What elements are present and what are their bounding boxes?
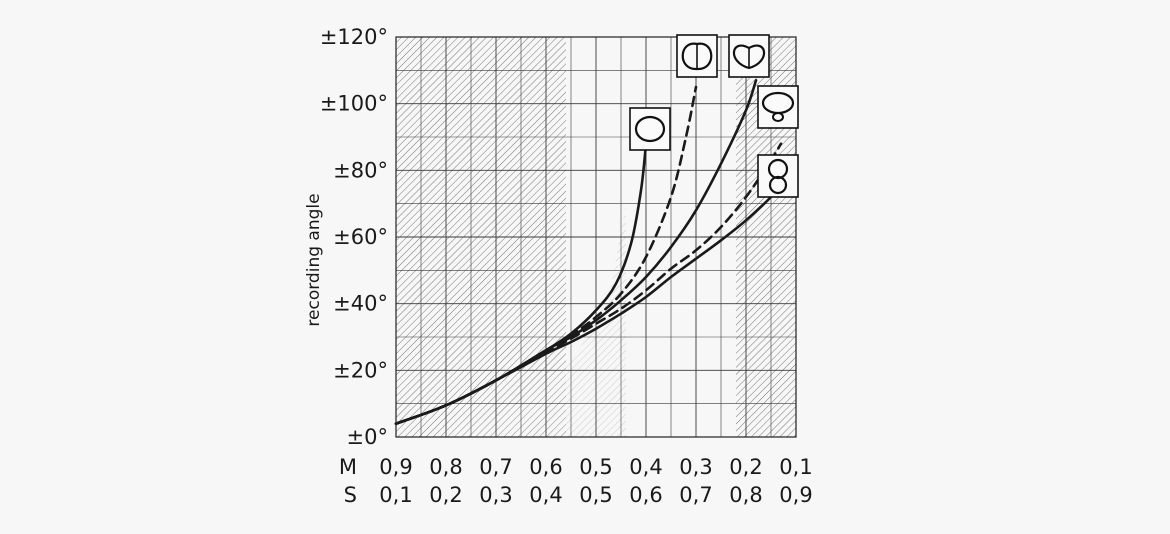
x-tick-label: 0,7 [679, 483, 712, 507]
y-tick-label: ±120° [320, 25, 388, 49]
y-axis-label: recording angle [304, 193, 324, 326]
faint-shaded-area [436, 203, 626, 437]
figure8-rear-lobe [768, 175, 788, 195]
x-tick-label: 0,1 [779, 455, 812, 479]
x-tick-label: 0,7 [479, 455, 512, 479]
x-tick-label: 0,2 [429, 483, 462, 507]
polar-pattern-figure-8-icon [757, 154, 799, 198]
polar-pattern-supercardioid-icon [757, 85, 799, 129]
x-tick-label: 0,3 [479, 483, 512, 507]
polar-pattern-cardioid-icon [728, 34, 770, 78]
icon-frame [728, 34, 770, 78]
series-group [394, 79, 788, 425]
x-tick-label: 0,3 [679, 455, 712, 479]
polar-pattern-subcardioid-icon [676, 34, 718, 78]
grid [395, 36, 797, 438]
pattern-icons [629, 34, 799, 198]
series-line-figure-8 [394, 179, 788, 425]
axes: ±0° ±20° ±40° ±60° ±80° ±100° ±120° M 0,9 0,8 0,7 0… [320, 25, 813, 507]
x-tick-label: 0,4 [629, 455, 662, 479]
x-tick-label: 0,9 [379, 455, 412, 479]
x-tick-label: 0,5 [579, 455, 612, 479]
y-tick-label: ±60° [333, 225, 388, 249]
x-tick-label: 0,4 [529, 483, 562, 507]
supercardioid-rear-lobe [772, 112, 784, 122]
x-tick-label: 0,8 [729, 483, 762, 507]
x-tick-label: 0,9 [779, 483, 812, 507]
y-tick-label: ±20° [333, 358, 388, 382]
x-tick-label: 0,8 [429, 455, 462, 479]
x-tick-label: 0,1 [379, 483, 412, 507]
x-tick-label: 0,2 [729, 455, 762, 479]
plot-frame [395, 36, 797, 438]
x-tick-label: 0,6 [529, 455, 562, 479]
x-row-name-S: S [344, 483, 357, 507]
x-tick-label: 0,6 [629, 483, 662, 507]
y-tick-label: ±100° [320, 92, 388, 116]
y-tick-label: ±80° [333, 158, 388, 182]
x-row-name-M: M [339, 455, 357, 479]
polar-pattern-omni-icon [629, 107, 671, 151]
omni-pattern-shape [634, 115, 666, 143]
y-tick-label: ±40° [333, 292, 388, 316]
x-tick-label: 0,5 [579, 483, 612, 507]
y-tick-label: ±0° [347, 425, 388, 449]
